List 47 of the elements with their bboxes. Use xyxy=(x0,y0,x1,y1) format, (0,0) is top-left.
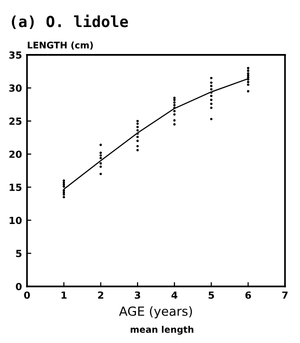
text: mean length xyxy=(130,326,194,335)
point xyxy=(62,179,66,182)
x-tick-label: 5 xyxy=(208,292,214,299)
point xyxy=(173,104,176,106)
y-tick-label: 25 xyxy=(9,118,22,125)
x-tick-label: 7 xyxy=(282,292,288,299)
point xyxy=(173,113,176,116)
point xyxy=(136,144,139,148)
y-tick-label: 30 xyxy=(9,84,22,92)
point xyxy=(246,80,250,84)
point xyxy=(246,76,250,79)
x-tick-label: 1 xyxy=(62,292,67,299)
point xyxy=(136,132,139,135)
x-tick-label: 2 xyxy=(98,291,104,299)
point xyxy=(173,110,176,112)
point xyxy=(136,136,139,138)
chart-title: (a) O. lidole xyxy=(12,14,128,30)
y-tick-label: 15 xyxy=(10,184,22,192)
y-tick-label: 0 xyxy=(16,282,22,290)
x-tick-label: 3 xyxy=(134,291,140,299)
y-tick-label: 10 xyxy=(10,216,22,224)
point xyxy=(62,193,66,196)
y-tick-label: 35 xyxy=(9,51,22,59)
point xyxy=(246,72,250,75)
y-tick-label: 5 xyxy=(16,250,22,258)
point xyxy=(173,123,176,126)
x-tick-label: 6 xyxy=(245,291,252,299)
point xyxy=(136,140,139,142)
point xyxy=(136,122,139,125)
point xyxy=(246,74,250,77)
point xyxy=(62,196,66,198)
point xyxy=(173,106,176,110)
point xyxy=(62,191,66,194)
point xyxy=(246,78,250,81)
point xyxy=(62,189,66,192)
point xyxy=(62,183,66,186)
x-tick-label: 4 xyxy=(171,292,178,299)
x-axis-title: AGE (years) xyxy=(119,306,192,318)
point xyxy=(246,83,250,86)
point xyxy=(62,181,66,184)
x-tick-label: 0 xyxy=(24,291,30,299)
y-axis-title: LENGTH (cm) xyxy=(28,42,93,50)
y-tick-label: 20 xyxy=(9,150,22,158)
point xyxy=(136,148,139,152)
point xyxy=(246,66,250,70)
point xyxy=(173,119,176,122)
point xyxy=(62,185,66,188)
